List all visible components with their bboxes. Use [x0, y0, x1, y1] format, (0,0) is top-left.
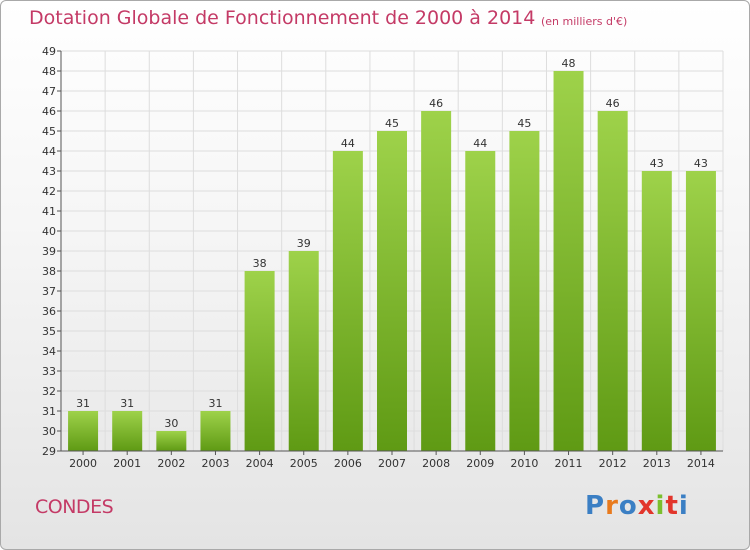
y-tick-label: 37	[42, 285, 56, 298]
x-tick-label: 2008	[422, 457, 450, 470]
bar-2012	[597, 111, 628, 451]
proxiti-logo[interactable]: Proxiti	[585, 491, 689, 521]
x-tick-label: 2006	[334, 457, 362, 470]
logo-letter: x	[637, 491, 656, 521]
chart-unit-subtitle: (en milliers d'€)	[541, 15, 628, 28]
x-tick-label: 2013	[643, 457, 671, 470]
x-tick-label: 2010	[510, 457, 538, 470]
x-tick-label: 2014	[687, 457, 715, 470]
bar-2011	[553, 71, 584, 451]
x-tick-label: 2004	[246, 457, 274, 470]
y-tick-label: 49	[42, 45, 56, 58]
x-tick-label: 2007	[378, 457, 406, 470]
commune-name: CONDES	[35, 496, 114, 518]
x-tick-label: 2009	[466, 457, 494, 470]
data-label: 44	[473, 137, 487, 150]
axes: 29 30 31 32 33 34 35 36 37 38 39 40 41 42 43 44 45 46 47 48…	[42, 45, 723, 470]
y-tick-label: 41	[42, 205, 56, 218]
y-tick-label: 43	[42, 165, 56, 178]
bar-2002	[156, 431, 187, 451]
x-tick-label: 2002	[157, 457, 185, 470]
y-tick-label: 38	[42, 265, 56, 278]
y-tick-label: 32	[42, 385, 56, 398]
bar-2009	[465, 151, 496, 451]
y-tick-label: 40	[42, 225, 56, 238]
data-label: 48	[562, 57, 576, 70]
x-tick-label: 2003	[201, 457, 229, 470]
data-label: 31	[76, 397, 90, 410]
y-tick-label: 30	[42, 425, 56, 438]
data-label: 46	[606, 97, 620, 110]
logo-letter: t	[665, 491, 679, 521]
y-tick-label: 45	[42, 125, 56, 138]
bar-2007	[377, 131, 407, 451]
chart-title: Dotation Globale de Fonctionnement de 20…	[29, 7, 536, 29]
x-tick-label: 2012	[599, 457, 627, 470]
data-label: 31	[120, 397, 134, 410]
y-tick-label: 47	[42, 85, 56, 98]
data-label: 30	[164, 417, 178, 430]
y-tick-label: 48	[42, 65, 56, 78]
x-tick-label: 2001	[113, 457, 141, 470]
data-label: 45	[517, 117, 531, 130]
y-tick-label: 42	[42, 185, 56, 198]
bar-2013	[641, 171, 672, 451]
data-label: 43	[650, 157, 664, 170]
y-tick-label: 36	[42, 305, 56, 318]
y-tick-label: 44	[42, 145, 56, 158]
bar-2014	[685, 171, 716, 451]
bar-2004	[244, 271, 275, 451]
bars: 31 31 30 31 38 39 44 45 46 44 45 48 46 43 43	[68, 57, 716, 451]
y-tick-label: 46	[42, 105, 56, 118]
bar-2003	[200, 411, 231, 451]
data-label: 44	[341, 137, 355, 150]
bar-2008	[421, 111, 452, 451]
logo-letter: r	[605, 491, 619, 521]
data-label: 45	[385, 117, 399, 130]
logo-letter: i	[655, 491, 666, 521]
y-tick-label: 33	[42, 365, 56, 378]
logo-letter: P	[585, 491, 606, 521]
data-label: 38	[253, 257, 267, 270]
logo-letter: o	[618, 491, 638, 521]
bar-2001	[112, 411, 143, 451]
bar-2006	[332, 151, 363, 451]
data-label: 39	[297, 237, 311, 250]
bar-2010	[509, 131, 540, 451]
bar-2000	[68, 411, 99, 451]
data-label: 31	[208, 397, 222, 410]
data-label: 43	[694, 157, 708, 170]
logo-letter: i	[678, 491, 689, 521]
y-tick-label: 34	[42, 345, 56, 358]
y-tick-label: 29	[42, 445, 56, 458]
x-tick-label: 2005	[290, 457, 318, 470]
y-tick-label: 39	[42, 245, 56, 258]
x-tick-label: 2000	[69, 457, 97, 470]
bar-2005	[288, 251, 319, 451]
y-tick-label: 35	[42, 325, 56, 338]
y-tick-label: 31	[42, 405, 56, 418]
data-label: 46	[429, 97, 443, 110]
x-tick-label: 2011	[555, 457, 583, 470]
